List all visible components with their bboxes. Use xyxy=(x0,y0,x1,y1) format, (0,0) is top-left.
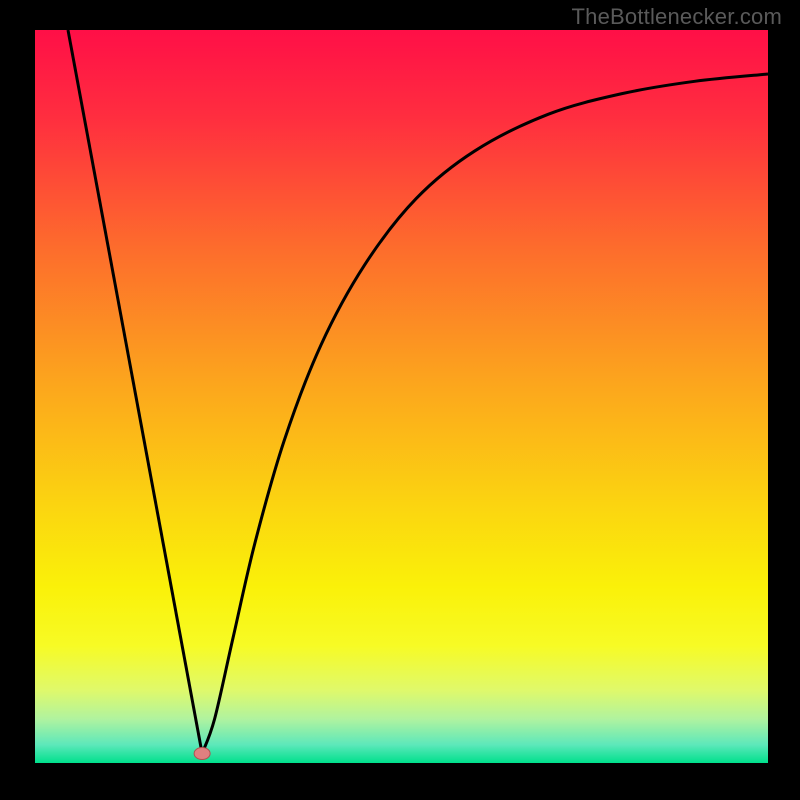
watermark-text: TheBottlenecker.com xyxy=(572,4,782,30)
chart-svg xyxy=(0,0,800,800)
chart-container: TheBottlenecker.com xyxy=(0,0,800,800)
plot-background xyxy=(35,30,768,763)
optimal-point-marker xyxy=(194,747,210,759)
